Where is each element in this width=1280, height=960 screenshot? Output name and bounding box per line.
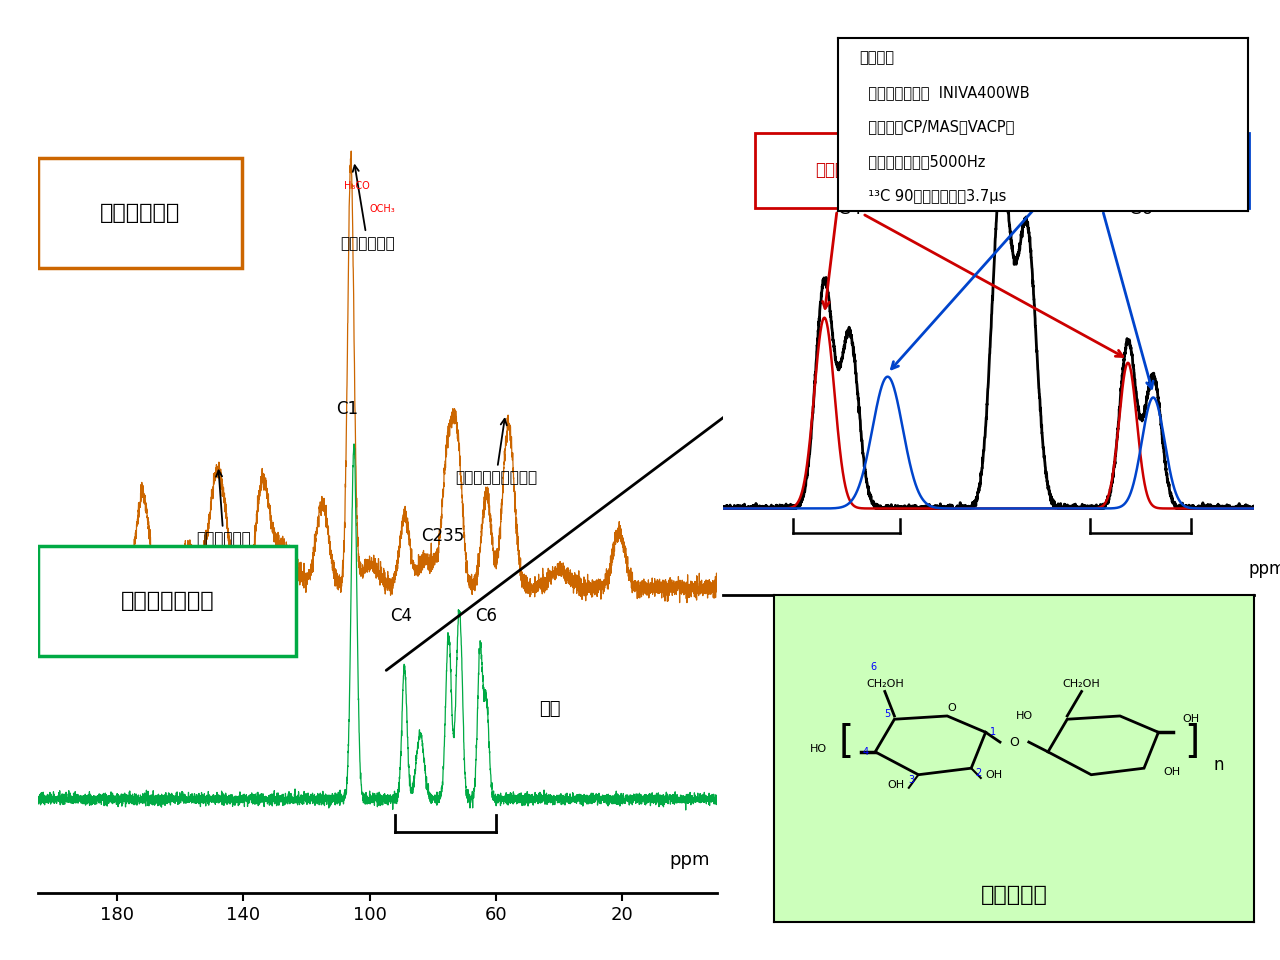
Text: 測定条件: 測定条件 (859, 51, 893, 65)
Text: 結晶部: 結晶部 (835, 131, 865, 148)
Text: C235: C235 (421, 527, 463, 545)
Text: CH₂OH: CH₂OH (867, 679, 904, 688)
Text: OH: OH (986, 770, 1002, 780)
Text: セルロース: セルロース (980, 885, 1048, 905)
Text: OH: OH (887, 780, 904, 790)
Text: 装置：バリアン  INIVA400WB: 装置：バリアン INIVA400WB (859, 85, 1029, 100)
Text: C6: C6 (1129, 200, 1152, 218)
Text: CH₂OH: CH₂OH (1062, 679, 1101, 688)
FancyBboxPatch shape (38, 546, 296, 657)
FancyBboxPatch shape (38, 157, 242, 268)
Text: 試料回転速度：5000Hz: 試料回転速度：5000Hz (859, 155, 986, 169)
Text: O: O (947, 703, 956, 713)
Text: 非晶部: 非晶部 (1112, 131, 1143, 148)
Text: OH: OH (1164, 767, 1180, 777)
Text: 拡大: 拡大 (539, 701, 561, 718)
Text: C235: C235 (965, 96, 1012, 113)
Text: ppm: ppm (669, 852, 710, 870)
Text: C1: C1 (337, 400, 358, 419)
Text: ヘミセルロース由来: ヘミセルロース由来 (454, 419, 536, 486)
Text: n: n (1213, 756, 1224, 774)
Text: OCH₃: OCH₃ (370, 204, 396, 214)
Text: ]: ] (1184, 723, 1199, 761)
Text: 水素結合切断: 水素結合切断 (1115, 161, 1175, 180)
Text: ppm: ppm (1248, 560, 1280, 578)
Text: 4: 4 (863, 747, 869, 756)
Text: リグニン由来: リグニン由来 (196, 470, 251, 546)
FancyBboxPatch shape (755, 132, 936, 208)
Text: 水素結合形成: 水素結合形成 (815, 161, 876, 180)
Text: HO: HO (810, 744, 827, 754)
Text: OH: OH (1183, 714, 1199, 725)
Text: リグニン由来: リグニン由来 (340, 165, 396, 251)
Text: 2: 2 (975, 768, 982, 779)
Text: 3: 3 (908, 775, 914, 784)
Text: 5: 5 (884, 709, 891, 719)
Text: H₃CO: H₃CO (344, 180, 370, 191)
Text: [: [ (838, 723, 854, 761)
Text: C4: C4 (837, 200, 861, 218)
Text: 精製木材パルプ: 精製木材パルプ (120, 591, 214, 612)
Text: ¹³C 90度パルス幅：3.7μs: ¹³C 90度パルス幅：3.7μs (859, 189, 1006, 204)
Text: 1: 1 (989, 728, 996, 737)
Text: C6: C6 (475, 607, 498, 625)
Text: HO: HO (1015, 711, 1033, 721)
Text: O: O (1010, 735, 1019, 749)
Text: C4: C4 (390, 607, 412, 625)
Text: 測定法：CP/MAS（VACP）: 測定法：CP/MAS（VACP） (859, 120, 1014, 134)
Text: 6: 6 (870, 662, 877, 672)
FancyBboxPatch shape (1042, 132, 1249, 208)
Text: ユーカリ木粉: ユーカリ木粉 (100, 203, 180, 223)
